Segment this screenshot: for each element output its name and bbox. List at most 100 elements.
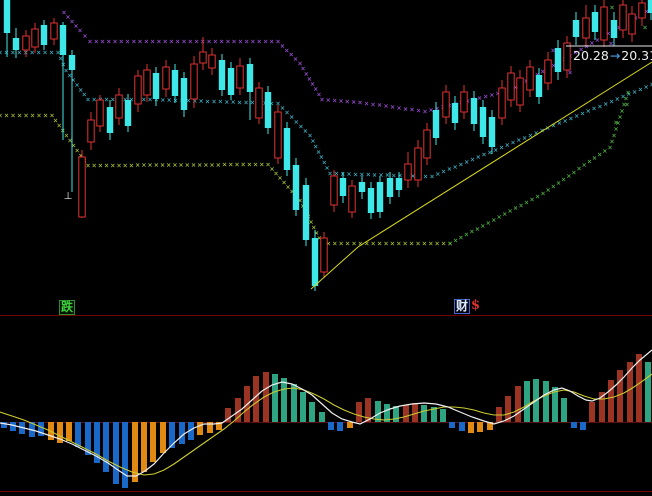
x-mark: × [325, 164, 330, 173]
candle-body-down [610, 20, 618, 38]
x-mark: × [477, 94, 482, 103]
macd-bar [263, 372, 269, 422]
macd-bar [617, 370, 623, 422]
x-mark: × [345, 239, 350, 248]
x-mark: × [486, 218, 491, 227]
x-mark: × [528, 131, 533, 140]
x-mark: × [535, 192, 540, 201]
macd-bar [599, 392, 605, 422]
x-mark: × [4, 111, 9, 120]
x-mark: × [78, 151, 83, 160]
x-mark: × [571, 168, 576, 177]
candle-body-down [554, 48, 562, 72]
x-mark: × [173, 96, 178, 105]
x-mark: × [644, 82, 649, 91]
x-mark: × [188, 37, 193, 46]
x-mark: × [64, 66, 69, 75]
x-mark: × [345, 97, 350, 106]
macd-bar [459, 422, 465, 431]
x-mark: × [391, 171, 396, 180]
x-mark: × [186, 96, 191, 105]
x-mark: × [595, 36, 600, 45]
macd-bar [85, 422, 91, 455]
x-mark: × [366, 170, 371, 179]
x-mark: × [606, 29, 611, 38]
x-mark: × [551, 46, 556, 55]
x-mark: × [210, 160, 215, 169]
x-mark: × [398, 171, 403, 180]
macd-bar [272, 374, 278, 422]
x-mark: × [113, 37, 118, 46]
x-mark: × [328, 169, 333, 178]
x-mark: × [447, 165, 452, 174]
candle-body-up [516, 77, 524, 106]
x-mark: × [384, 239, 389, 248]
candle-body-down [386, 178, 394, 197]
x-mark: × [310, 136, 315, 145]
x-mark: × [435, 104, 440, 113]
x-mark: × [71, 76, 76, 85]
x-mark: × [482, 150, 487, 159]
x-mark: × [216, 160, 221, 169]
x-mark: × [289, 50, 294, 59]
macd-bar [281, 378, 287, 422]
x-mark: × [30, 111, 35, 120]
x-mark: × [626, 90, 631, 99]
x-mark: × [371, 239, 376, 248]
x-mark: × [353, 170, 358, 179]
x-mark: × [403, 104, 408, 113]
x-mark: × [148, 161, 153, 170]
x-mark: × [480, 221, 485, 230]
x-mark: × [129, 95, 134, 104]
macd-bar [188, 422, 194, 440]
candle-body-down [40, 25, 48, 45]
x-mark: × [141, 161, 146, 170]
x-mark: × [489, 91, 494, 100]
x-mark: × [169, 37, 174, 46]
candle-body-down [488, 117, 496, 147]
x-mark: × [612, 131, 617, 140]
x-mark: × [364, 99, 369, 108]
macd-bar [589, 402, 595, 422]
x-mark: × [205, 97, 210, 106]
candle-body-down [59, 25, 67, 55]
candle-body-down [358, 182, 366, 192]
candle-body-down [451, 103, 459, 123]
x-mark: × [241, 160, 246, 169]
x-mark: × [278, 174, 283, 183]
macd-bar [515, 386, 521, 422]
macd-bar [1, 422, 7, 428]
x-mark: × [17, 111, 22, 120]
candle-body-up [619, 4, 627, 31]
x-mark: × [319, 153, 324, 162]
candle-body-up [414, 147, 422, 181]
x-mark: × [92, 161, 97, 170]
x-mark: × [339, 239, 344, 248]
x-mark: × [632, 87, 637, 96]
x-mark: × [154, 161, 159, 170]
x-mark: × [92, 95, 97, 104]
candle-body-down [479, 107, 487, 137]
x-mark: × [513, 204, 518, 213]
macd-bar [197, 422, 203, 435]
macd-bar [309, 402, 315, 422]
candle-body-up [526, 66, 534, 91]
macd-bar [543, 381, 549, 422]
x-mark: × [213, 37, 218, 46]
x-mark: × [10, 48, 15, 57]
candle-body-up [460, 91, 468, 113]
x-mark: × [163, 37, 168, 46]
x-mark: × [232, 37, 237, 46]
candle-body-down [68, 55, 76, 70]
candle-body-down [3, 0, 11, 33]
macd-bar [160, 422, 166, 453]
x-mark: × [644, 7, 649, 16]
x-mark: × [502, 210, 507, 219]
x-mark: × [212, 97, 217, 106]
x-mark: × [313, 142, 318, 151]
x-mark: × [199, 97, 204, 106]
x-mark: × [551, 182, 556, 191]
macd-bar [524, 381, 530, 422]
x-mark: × [235, 160, 240, 169]
